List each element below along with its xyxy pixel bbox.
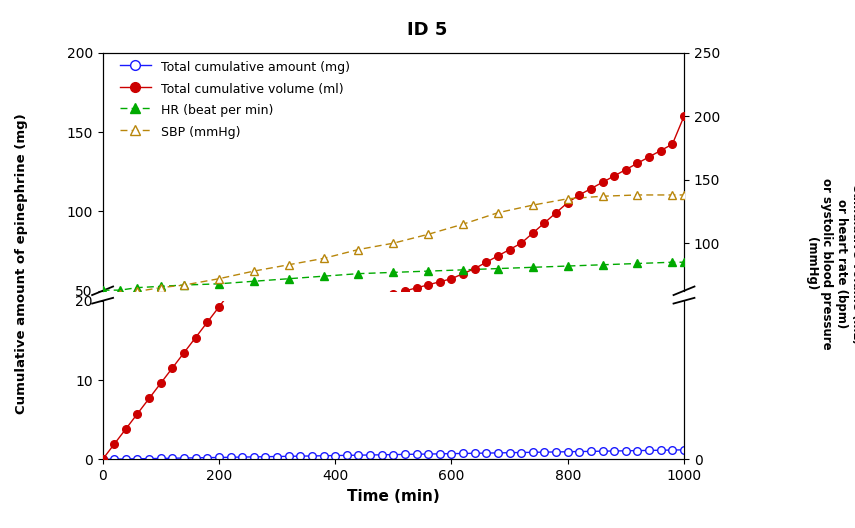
Text: Cumulative volume (mL)
or heart rate (bpm)
or systolic blood pressure
(mmHg): Cumulative volume (mL) or heart rate (bp… [805,178,855,350]
Text: Cumulative amount of epinephrine (mg): Cumulative amount of epinephrine (mg) [15,114,28,414]
Text: ID 5: ID 5 [407,21,448,39]
X-axis label: Time (min): Time (min) [347,488,439,504]
Legend: Total cumulative amount (mg), Total cumulative volume (ml), HR (beat per min), S: Total cumulative amount (mg), Total cumu… [115,54,355,144]
